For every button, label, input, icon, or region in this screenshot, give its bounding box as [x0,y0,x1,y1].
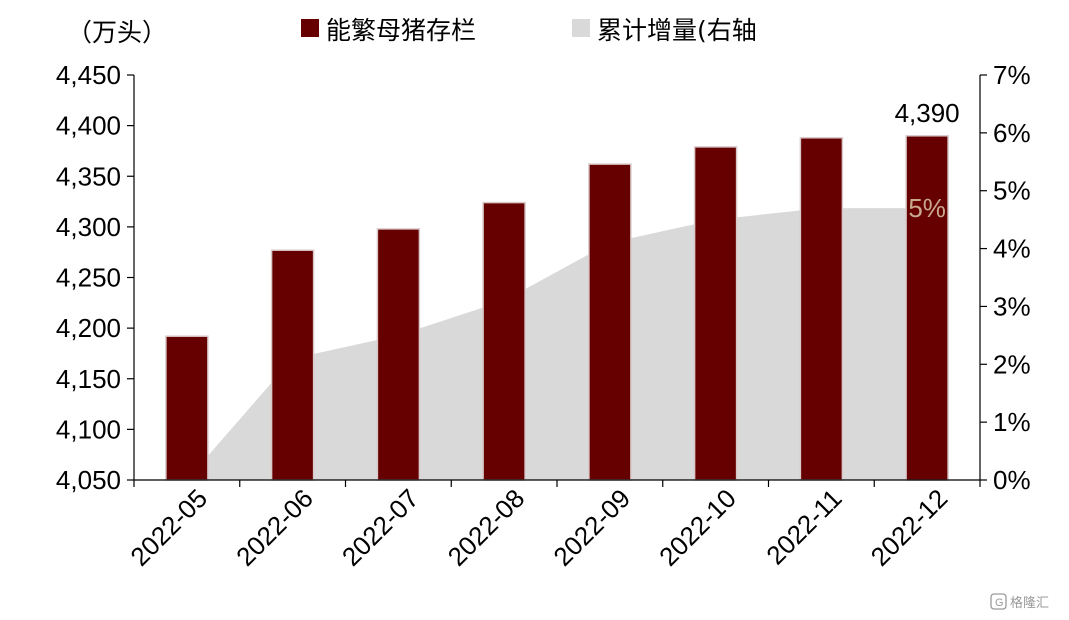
x-tick-label: 2022-07 [336,483,425,572]
watermark-text: 格隆汇 [1010,595,1049,611]
x-tick-label: 2022-10 [653,483,742,572]
data-label-right: 5% [908,193,946,223]
legend-swatch-area [572,19,590,37]
legend: 能繁母猪存栏 累计增量(右轴 [301,16,757,45]
left-tick-label: 4,050 [56,465,121,495]
g-logo-letter: G [995,597,1004,609]
bar-2022-05 [165,335,209,481]
g-logo-icon [990,593,1007,610]
left-tick-label: 4,300 [56,212,121,242]
left-axis-unit-label: （万头） [67,18,167,47]
right-tick-label: 4% [993,234,1031,264]
x-tick-label: 2022-08 [442,483,531,572]
bar-2022-08 [482,201,526,481]
legend-label-area: 累计增量(右轴 [597,16,757,45]
watermark: G 格隆汇 [990,593,1049,611]
bar-2022-12 [905,135,949,481]
left-tick-label: 4,350 [56,161,121,191]
bar-2022-07 [376,228,421,481]
legend-label-bar: 能繁母猪存栏 [326,16,476,45]
bar-2022-06 [270,249,315,481]
left-tick-label: 4,100 [56,414,121,444]
cumulative-area [186,208,928,480]
left-tick-label: 4,400 [56,111,121,141]
right-tick-label: 6% [993,118,1031,148]
left-tick-label: 4,450 [56,60,121,90]
right-tick-label: 5% [993,176,1031,206]
left-axis-ticks: 4,050 4,100 4,150 4,200 4,250 4,300 4,350 4,400… [56,60,134,495]
bar-2022-10 [693,146,738,481]
right-tick-label: 3% [993,291,1031,321]
x-tick-label: 2022-12 [865,483,954,572]
left-tick-label: 4,250 [56,263,121,293]
x-axis-ticks: 2022-05 2022-06 2022-07 2022-08 2022-09 2022-… [124,480,981,572]
bar-2022-09 [588,163,632,481]
bar-2022-11 [799,137,844,481]
left-tick-label: 4,150 [56,364,121,394]
data-label-left: 4,390 [895,98,960,128]
legend-swatch-bar [301,19,319,37]
right-tick-label: 7% [993,60,1031,90]
right-tick-label: 2% [993,349,1031,379]
x-tick-label: 2022-09 [547,483,636,572]
x-tick-label: 2022-05 [124,483,213,572]
x-tick-label: 2022-06 [230,483,319,572]
right-tick-label: 1% [993,407,1031,437]
right-tick-label: 0% [993,465,1031,495]
data-annotations: 4,390 5% [895,98,960,223]
x-tick-label: 2022-11 [760,483,847,570]
left-tick-label: 4,200 [56,313,121,343]
right-axis-ticks: 0% 1% 2% 3% 4% 5% 6% 7% [980,60,1031,495]
